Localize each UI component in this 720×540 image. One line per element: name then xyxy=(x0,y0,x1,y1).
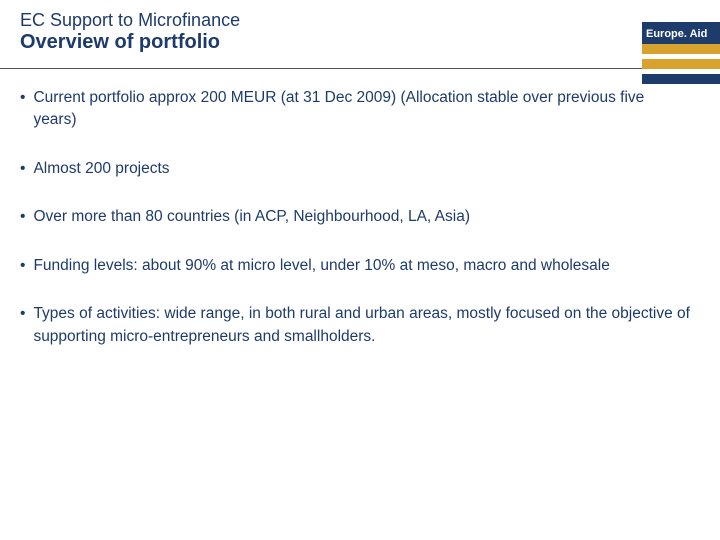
slide-content: • Current portfolio approx 200 MEUR (at … xyxy=(0,69,720,348)
title-subtitle: EC Support to Microfinance xyxy=(20,10,700,31)
logo-bar-blue xyxy=(642,74,720,84)
logo-bar-gold xyxy=(642,59,720,69)
bullet-item: • Almost 200 projects xyxy=(20,158,690,180)
bullet-dot-icon: • xyxy=(20,206,25,228)
logo-bar-gold xyxy=(642,44,720,54)
bullet-item: • Over more than 80 countries (in ACP, N… xyxy=(20,206,690,228)
bullet-dot-icon: • xyxy=(20,303,25,348)
bullet-text: Types of activities: wide range, in both… xyxy=(33,303,690,348)
bullet-dot-icon: • xyxy=(20,255,25,277)
bullet-item: • Types of activities: wide range, in bo… xyxy=(20,303,690,348)
bullet-dot-icon: • xyxy=(20,87,25,132)
bullet-text: Almost 200 projects xyxy=(33,158,690,180)
title-main: Overview of portfolio xyxy=(20,31,700,54)
slide-header: EC Support to Microfinance Overview of p… xyxy=(0,0,720,69)
bullet-item: • Current portfolio approx 200 MEUR (at … xyxy=(20,87,690,132)
bullet-text: Funding levels: about 90% at micro level… xyxy=(33,255,690,277)
bullet-text: Current portfolio approx 200 MEUR (at 31… xyxy=(33,87,690,132)
logo-bars xyxy=(642,44,720,84)
logo-text: Europe. Aid xyxy=(646,28,707,40)
logo-label-box: Europe. Aid xyxy=(642,22,720,44)
bullet-item: • Funding levels: about 90% at micro lev… xyxy=(20,255,690,277)
europeaid-logo: Europe. Aid xyxy=(642,22,720,84)
bullet-dot-icon: • xyxy=(20,158,25,180)
bullet-text: Over more than 80 countries (in ACP, Nei… xyxy=(33,206,690,228)
